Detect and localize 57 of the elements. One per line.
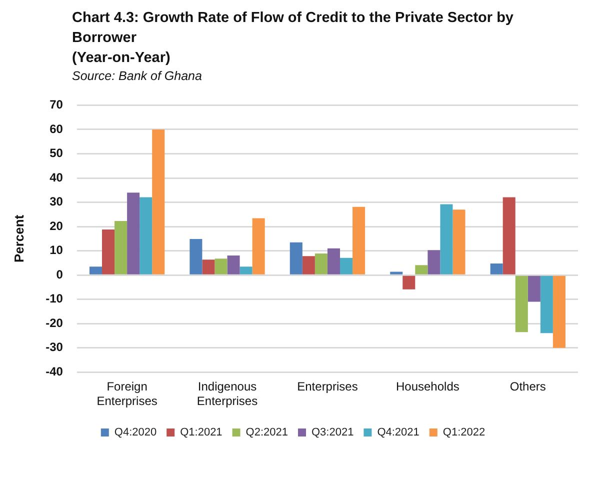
legend-label: Q4:2021 bbox=[377, 426, 420, 439]
bar bbox=[202, 260, 215, 274]
bar bbox=[302, 256, 315, 274]
bar bbox=[552, 276, 566, 348]
legend-label: Q3:2021 bbox=[312, 426, 354, 439]
y-tick-label: 50 bbox=[50, 146, 64, 160]
y-tick-label: 10 bbox=[50, 243, 64, 258]
bar bbox=[452, 210, 466, 274]
bar bbox=[102, 229, 115, 274]
bar bbox=[240, 266, 252, 274]
x-tick-label: Others bbox=[510, 380, 546, 394]
bar bbox=[214, 258, 228, 274]
y-tick-label: -20 bbox=[46, 316, 64, 330]
bar bbox=[490, 263, 503, 274]
y-tick-label: 30 bbox=[50, 194, 64, 209]
legend-label: Q4:2020 bbox=[114, 426, 157, 439]
bar bbox=[140, 197, 152, 274]
legend-label: Q1:2021 bbox=[180, 426, 222, 439]
y-tick-label: -10 bbox=[46, 292, 64, 306]
source-note: Source: Bank of Ghana bbox=[72, 68, 203, 84]
bar bbox=[227, 255, 240, 274]
y-tick-label: 70 bbox=[50, 98, 64, 112]
y-tick-label: 40 bbox=[50, 170, 64, 184]
bar bbox=[528, 276, 540, 302]
bar bbox=[440, 204, 453, 274]
y-tick-label: 0 bbox=[56, 267, 64, 282]
bar bbox=[290, 242, 302, 274]
bar bbox=[502, 197, 516, 274]
bar bbox=[89, 266, 102, 274]
bar bbox=[515, 276, 528, 332]
legend-label: Q2:2021 bbox=[246, 426, 288, 439]
y-tick-label: 20 bbox=[50, 218, 64, 233]
y-tick-label: 60 bbox=[50, 122, 64, 136]
bar bbox=[152, 129, 165, 274]
bar bbox=[390, 272, 403, 274]
y-tick-label: -30 bbox=[46, 340, 64, 354]
bar bbox=[415, 265, 428, 274]
bar bbox=[540, 276, 553, 334]
bar bbox=[252, 218, 265, 274]
y-tick-label: -40 bbox=[46, 364, 64, 379]
bar bbox=[352, 206, 366, 274]
chart-title: Chart 4.3: Growth Rate of Flow of Credit to the Private Sector by Borrower bbox=[72, 9, 514, 48]
bar bbox=[402, 276, 416, 290]
x-tick-label: Households bbox=[396, 380, 460, 394]
bar bbox=[114, 220, 128, 274]
y-axis-title: Percent bbox=[11, 214, 26, 263]
x-tick-label: Enterprises bbox=[297, 380, 358, 394]
bar bbox=[127, 192, 140, 274]
bar bbox=[428, 250, 440, 274]
chart-subtitle: (Year-on-Year) bbox=[72, 49, 172, 68]
x-tick-label: Foreign Enterprises bbox=[96, 380, 158, 408]
legend-label: Q1:2022 bbox=[442, 426, 486, 439]
bar bbox=[340, 258, 353, 274]
bar bbox=[314, 254, 328, 274]
bar bbox=[327, 248, 340, 274]
x-tick-label: Indigenous Enterprises bbox=[196, 380, 258, 408]
bar bbox=[190, 238, 202, 274]
